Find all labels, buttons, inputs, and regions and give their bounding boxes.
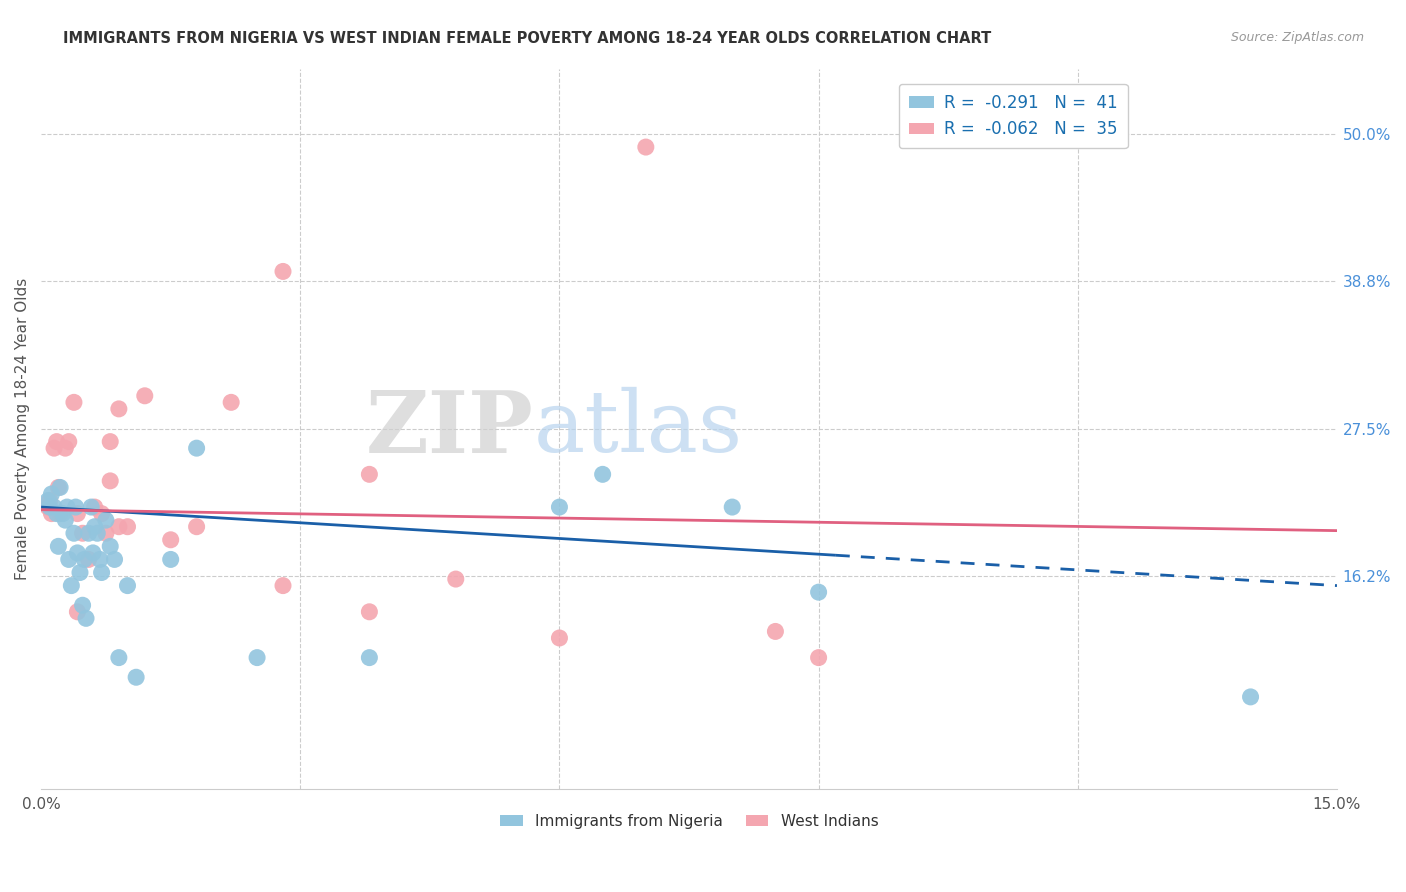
Point [49,507,72,521]
Point [359,467,381,482]
Point [48,480,70,494]
Point [134,389,156,403]
Point [90,566,112,580]
Point [219,395,242,409]
Point [98,434,121,449]
Point [98,539,121,553]
Point [548,631,571,645]
Point [45,507,67,521]
Point [186,519,208,533]
Point [1239,690,1261,704]
Point [444,572,467,586]
Text: atlas: atlas [533,387,742,470]
Point [548,500,571,514]
Point [82,546,104,560]
Point [38,493,60,508]
Point [65,500,87,514]
Point [83,519,105,533]
Point [42,500,65,514]
Point [108,519,131,533]
Point [592,467,614,482]
Point [77,526,100,541]
Point [807,585,830,599]
Point [75,611,97,625]
Point [83,500,105,514]
Point [58,552,80,566]
Point [72,599,94,613]
Point [37,493,59,508]
Text: IMMIGRANTS FROM NIGERIA VS WEST INDIAN FEMALE POVERTY AMONG 18-24 YEAR OLDS CORR: IMMIGRANTS FROM NIGERIA VS WEST INDIAN F… [63,31,991,46]
Point [159,552,181,566]
Point [359,605,381,619]
Point [89,552,111,566]
Point [42,441,65,455]
Point [45,434,67,449]
Point [49,480,72,494]
Point [246,650,269,665]
Point [66,605,89,619]
Text: Source: ZipAtlas.com: Source: ZipAtlas.com [1230,31,1364,45]
Point [634,140,657,154]
Point [186,441,208,455]
Point [765,624,787,639]
Point [72,526,94,541]
Point [86,526,108,541]
Point [41,487,63,501]
Point [66,546,89,560]
Point [56,500,79,514]
Point [41,507,63,521]
Point [359,650,381,665]
Legend: Immigrants from Nigeria, West Indians: Immigrants from Nigeria, West Indians [494,807,884,835]
Point [108,401,131,416]
Point [37,500,59,514]
Point [58,434,80,449]
Point [73,552,96,566]
Point [60,579,83,593]
Point [77,552,100,566]
Point [63,526,86,541]
Point [80,500,103,514]
Y-axis label: Female Poverty Among 18-24 Year Olds: Female Poverty Among 18-24 Year Olds [15,277,30,580]
Point [69,566,91,580]
Point [63,395,86,409]
Point [94,526,117,541]
Point [53,441,76,455]
Point [271,579,294,593]
Text: ZIP: ZIP [366,386,533,470]
Point [159,533,181,547]
Point [48,539,70,553]
Point [90,507,112,521]
Point [103,552,125,566]
Point [125,670,148,684]
Point [721,500,744,514]
Point [807,650,830,665]
Point [117,579,139,593]
Point [38,500,60,514]
Point [52,507,75,521]
Point [53,513,76,527]
Point [108,650,131,665]
Point [117,519,139,533]
Point [94,513,117,527]
Point [66,507,89,521]
Point [271,264,294,278]
Point [98,474,121,488]
